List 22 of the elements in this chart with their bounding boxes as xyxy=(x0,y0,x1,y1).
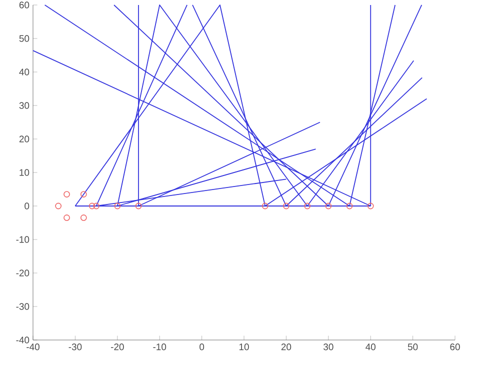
y-tick-label: -10 xyxy=(16,236,30,243)
y-tick-label: 60 xyxy=(19,2,30,8)
x-tick-label: -20 xyxy=(110,344,124,350)
x-tick-label: -10 xyxy=(153,344,166,350)
x-tick-label: 60 xyxy=(450,344,460,350)
y-tick-label: 20 xyxy=(19,136,30,142)
y-tick-label: -20 xyxy=(16,270,30,276)
x-tick-label: 10 xyxy=(239,344,249,350)
x-tick-label: 40 xyxy=(366,344,376,350)
x-tick-label: -30 xyxy=(68,344,82,350)
y-tick-label: 30 xyxy=(19,102,30,109)
y-tick-label: -30 xyxy=(16,303,30,310)
x-tick-label: -40 xyxy=(26,344,40,350)
y-tick-label: -40 xyxy=(16,336,30,344)
y-tick-label: 50 xyxy=(19,35,30,42)
y-tick-label: 40 xyxy=(19,68,30,76)
y-tick-label: 10 xyxy=(20,169,30,176)
y-tick-label: 0 xyxy=(24,202,30,210)
x-tick-label: 30 xyxy=(324,344,334,350)
x-tick-label: 0 xyxy=(200,344,204,350)
x-tick-label: 50 xyxy=(408,344,418,350)
x-tick-label: 20 xyxy=(281,344,292,350)
